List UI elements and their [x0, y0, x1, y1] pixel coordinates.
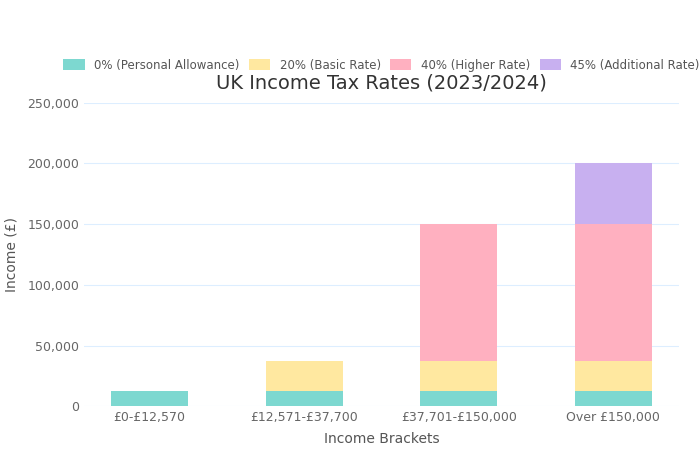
Bar: [265, 361, 343, 391]
Bar: [111, 391, 188, 406]
Bar: [265, 391, 343, 406]
Bar: [575, 224, 652, 361]
Bar: [420, 224, 498, 361]
Y-axis label: Income (£): Income (£): [5, 217, 19, 292]
Legend: 0% (Personal Allowance), 20% (Basic Rate), 40% (Higher Rate), 45% (Additional Ra: 0% (Personal Allowance), 20% (Basic Rate…: [59, 54, 700, 77]
Bar: [575, 163, 652, 224]
Bar: [575, 361, 652, 391]
Bar: [420, 361, 498, 391]
X-axis label: Income Brackets: Income Brackets: [323, 432, 440, 446]
Title: UK Income Tax Rates (2023/2024): UK Income Tax Rates (2023/2024): [216, 74, 547, 93]
Bar: [420, 391, 498, 406]
Bar: [575, 391, 652, 406]
